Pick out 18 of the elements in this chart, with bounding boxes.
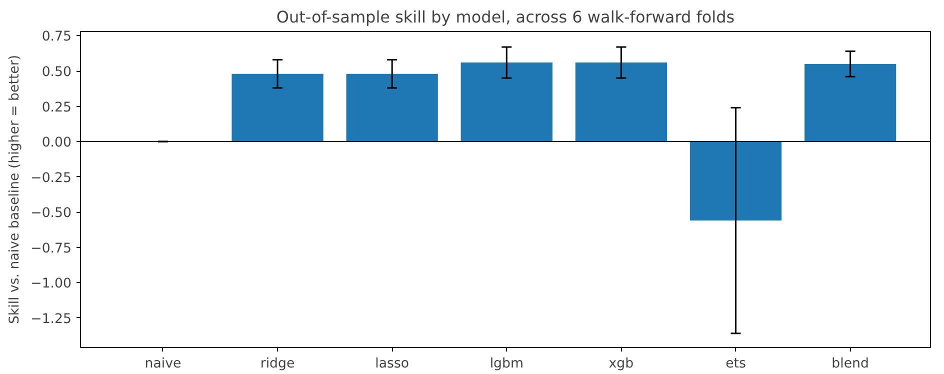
chart-title: Out-of-sample skill by model, across 6 walk-forward folds	[276, 8, 735, 26]
y-tick-label: 0.25	[42, 100, 72, 116]
y-tick-label: 0.50	[42, 65, 72, 80]
y-tick-label: 0.00	[42, 136, 72, 151]
x-tick-label: ets	[726, 356, 746, 372]
y-tick-label: −0.25	[30, 170, 72, 186]
y-axis-title: Skill vs. naive baseline (higher = better)	[8, 54, 23, 324]
y-tick-label: −0.75	[30, 241, 72, 256]
x-tick-label: xgb	[608, 356, 634, 372]
x-tick-label: naive	[144, 356, 182, 372]
x-tick-label: ridge	[260, 356, 295, 372]
x-tick-label: lasso	[375, 356, 410, 372]
y-tick-label: −1.25	[30, 312, 72, 327]
y-tick-label: 0.75	[42, 30, 72, 45]
y-tick-label: −1.00	[30, 276, 72, 292]
x-tick-label: lgbm	[490, 356, 524, 372]
x-tick-label: blend	[832, 356, 869, 372]
y-tick-label: −0.50	[30, 206, 72, 222]
